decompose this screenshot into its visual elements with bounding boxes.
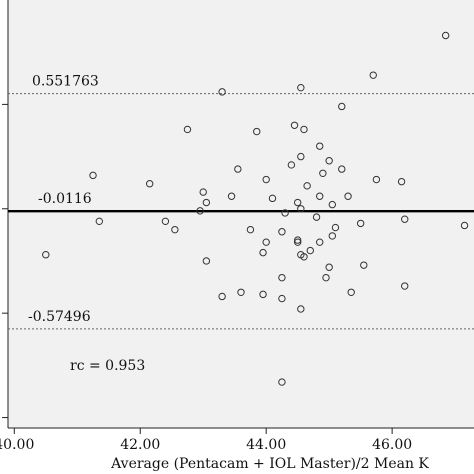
scatter-points: [42, 31, 469, 386]
scatter-point-32: [297, 205, 305, 213]
scatter-point-37: [246, 225, 255, 234]
scatter-point-48: [331, 223, 340, 232]
scatter-point-34: [95, 217, 104, 226]
scatter-point-30: [196, 207, 204, 215]
scatter-point-51: [300, 253, 308, 261]
upper-limit-label: 0.551763: [32, 74, 99, 90]
scatter-point-55: [325, 263, 333, 271]
lower-limit-label: -0.57496: [28, 309, 91, 325]
scatter-point-8: [183, 125, 192, 134]
scatter-point-16: [89, 171, 97, 180]
scatter-point-5: [290, 121, 299, 129]
x-axis-title: Average (Pentacam + IOL Master)/2 Mean K: [110, 456, 429, 472]
mean-label: -0.0116: [38, 191, 92, 207]
scatter-point-46: [306, 246, 314, 255]
x-tick-label-2: 44.00: [246, 437, 286, 453]
scatter-point-33: [312, 213, 321, 221]
x-tick-label-0: 40.00: [0, 437, 34, 453]
scatter-point-58: [401, 282, 409, 290]
scatter-point-12: [287, 161, 296, 169]
annotation-rc: rc = 0.953: [70, 358, 145, 374]
scatter-point-18: [372, 175, 381, 184]
scatter-point-44: [293, 238, 302, 246]
scatter-point-15: [234, 165, 242, 173]
scatter-point-23: [227, 192, 236, 200]
scatter-point-62: [347, 288, 355, 296]
scatter-point-22: [199, 188, 207, 196]
scatter-point-13: [338, 165, 346, 173]
scatter-point-60: [259, 290, 267, 299]
scatter-point-42: [328, 232, 337, 240]
scatter-point-19: [397, 177, 406, 186]
scatter-point-61: [278, 294, 286, 303]
scatter-point-39: [401, 215, 409, 223]
scatter-point-0: [441, 31, 450, 40]
scatter-point-36: [171, 225, 179, 234]
scatter-point-27: [293, 198, 302, 207]
x-tick-label-3: 46.00: [372, 437, 412, 453]
scatter-point-9: [316, 142, 324, 150]
scatter-point-64: [297, 305, 305, 313]
scatter-point-21: [303, 182, 311, 190]
scatter-point-56: [278, 273, 286, 282]
scatter-point-26: [268, 194, 277, 203]
scatter-point-6: [300, 125, 308, 134]
scatter-point-43: [293, 236, 302, 244]
scatter-point-4: [338, 102, 346, 111]
scatter-point-28: [328, 200, 337, 209]
x-ticks: 40.00 42.00 44.00 46.00: [0, 428, 412, 453]
scatter-point-40: [278, 228, 286, 236]
scatter-point-38: [356, 219, 365, 228]
scatter-point-57: [322, 273, 330, 282]
scatter-point-1: [369, 71, 377, 79]
scatter-point-54: [360, 261, 368, 269]
scatter-point-49: [460, 221, 469, 230]
scatter-point-25: [344, 192, 352, 200]
scatter-point-11: [325, 157, 333, 165]
scatter-point-41: [262, 238, 270, 246]
scatter-point-50: [259, 248, 267, 257]
y-ticks: [2, 103, 8, 419]
scatter-point-31: [281, 209, 289, 217]
scatter-point-59: [237, 288, 245, 296]
scatter-point-45: [316, 238, 324, 246]
reference-lines: 0.551763 -0.0116 -0.57496: [8, 74, 474, 330]
scatter-point-52: [42, 251, 50, 259]
scatter-point-14: [319, 169, 327, 177]
scatter-point-3: [218, 88, 226, 96]
scatter-point-65: [278, 378, 286, 386]
scatter-point-2: [297, 83, 305, 92]
scatter-point-7: [253, 127, 261, 136]
plot-area-background: [8, 0, 474, 428]
scatter-point-53: [202, 257, 211, 265]
scatter-point-10: [297, 152, 305, 161]
scatter-point-24: [316, 192, 324, 200]
x-tick-label-1: 42.00: [120, 437, 160, 453]
scatter-point-17: [262, 175, 270, 184]
scatter-point-63: [218, 292, 226, 301]
scatter-point-35: [161, 217, 170, 226]
scatter-point-29: [202, 198, 211, 207]
scatter-point-20: [145, 180, 154, 188]
